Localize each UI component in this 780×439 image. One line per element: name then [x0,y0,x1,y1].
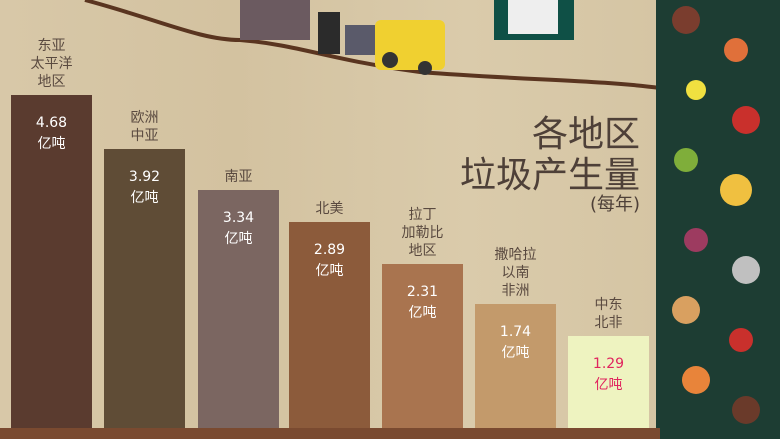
ground-bar [0,428,660,439]
trash-bale-icon [240,0,310,40]
category-label: 南亚 [224,169,253,186]
bar-value-label: 1.74 亿吨 [499,324,532,362]
bar [11,95,92,428]
chart-title-line2: 垃圾产生量 [459,155,640,196]
chart-subtitle: (每年) [589,194,640,215]
bar [198,190,279,428]
bar-value-label: 3.34 亿吨 [222,210,255,248]
category-label: 东亚 太平洋 地区 [30,38,73,90]
bar [289,222,370,428]
bar-value-label: 3.92 亿吨 [128,169,161,207]
chart-title-line1: 各地区 [531,114,640,155]
bar [104,149,185,428]
bar-value-label: 2.89 亿吨 [313,242,346,280]
bar-value-label: 2.31 亿吨 [406,283,439,321]
bar [568,336,649,428]
category-label: 欧洲 中亚 [130,110,159,145]
category-label: 北美 [315,201,344,218]
food-waste-decoration [656,0,780,439]
bar-value-label: 1.29 亿吨 [592,356,625,394]
category-label: 拉丁 加勒比 地区 [401,206,444,259]
bar [475,304,556,428]
bar [382,263,463,428]
category-label: 中东 北非 [594,297,623,332]
bar-value-label: 4.68 亿吨 [35,115,68,152]
category-label: 撒哈拉 以南 非洲 [494,247,537,300]
slope-illustration [84,0,660,90]
worker-icon [318,12,340,54]
